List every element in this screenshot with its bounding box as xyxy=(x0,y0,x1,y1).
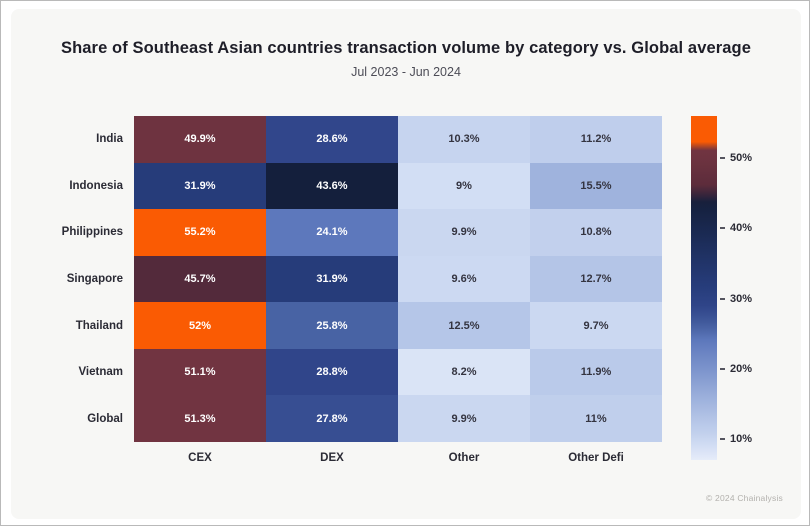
column-label-other: Other xyxy=(448,452,480,464)
colorbar-tick-label: 30% xyxy=(730,292,753,305)
column-label-cex: CEX xyxy=(188,452,212,464)
heatmap-cell: 9.9% xyxy=(398,209,530,256)
row-label-india: India xyxy=(96,133,123,146)
row-label-global: Global xyxy=(87,412,123,425)
heatmap-cell: 11% xyxy=(530,395,662,442)
heatmap-cell: 9.6% xyxy=(398,255,530,303)
heatmap-grid: 49.9% 28.6% 10.3% 11.2% 31.9% 43.6% 9% 15.5% 55.… xyxy=(134,116,662,442)
heatmap-cell: 25.8% xyxy=(266,302,398,349)
heatmap-cell: 52% xyxy=(134,302,266,349)
row-label-philippines: Philippines xyxy=(61,226,123,239)
row-label-thailand: Thailand xyxy=(75,319,123,332)
heatmap-cell: 12.7% xyxy=(530,255,662,303)
heatmap-cell: 55.2% xyxy=(134,209,266,256)
colorbar-tick-label: 20% xyxy=(730,362,753,375)
colorbar-tick-label: 40% xyxy=(730,222,753,235)
attribution-text: © 2024 Chainalysis xyxy=(706,493,783,503)
heatmap-cell: 9.9% xyxy=(398,395,530,442)
heatmap-cell: 9.7% xyxy=(530,302,662,349)
heatmap-cell: 12.5% xyxy=(398,302,530,349)
chart-subtitle: Jul 2023 - Jun 2024 xyxy=(351,65,461,79)
row-label-singapore: Singapore xyxy=(66,273,123,286)
heatmap-cell: 31.9% xyxy=(266,255,398,303)
chart-title: Share of Southeast Asian countries trans… xyxy=(61,39,751,57)
heatmap-cell: 27.8% xyxy=(266,395,398,442)
colorbar: 50% 40% 30% 20% 10% xyxy=(691,116,752,460)
heatmap-cell: 49.9% xyxy=(134,116,266,163)
heatmap-cell: 24.1% xyxy=(266,209,398,256)
row-label-indonesia: Indonesia xyxy=(69,179,123,192)
column-label-dex: DEX xyxy=(320,452,344,464)
colorbar-tick-mark xyxy=(720,157,725,160)
colorbar-tick-mark xyxy=(720,437,725,440)
colorbar-gradient xyxy=(691,116,717,460)
heatmap-cell: 28.8% xyxy=(266,348,398,396)
heatmap-cell: 45.7% xyxy=(134,255,266,303)
heatmap-column-labels: CEX DEX Other Other Defi xyxy=(134,449,662,467)
heatmap-cell: 10.8% xyxy=(530,209,662,256)
heatmap-cell: 8.2% xyxy=(398,348,530,396)
chart-card: Share of Southeast Asian countries trans… xyxy=(11,9,801,519)
colorbar-tick-mark xyxy=(720,227,725,230)
heatmap-cell: 28.6% xyxy=(266,116,398,163)
heatmap-cell: 11.9% xyxy=(530,348,662,396)
heatmap-cell: 51.1% xyxy=(134,348,266,396)
colorbar-tick-mark xyxy=(720,367,725,370)
column-label-other-defi: Other Defi xyxy=(568,452,624,464)
heatmap-cell: 15.5% xyxy=(530,162,662,210)
colorbar-tick-mark xyxy=(720,297,725,300)
heatmap-cell: 43.6% xyxy=(266,162,398,210)
row-label-vietnam: Vietnam xyxy=(78,366,123,379)
colorbar-tick-label: 50% xyxy=(730,152,753,165)
colorbar-tick-label: 10% xyxy=(730,432,753,445)
heatmap-cell: 31.9% xyxy=(134,162,266,210)
heatmap-cell: 9% xyxy=(398,162,530,210)
heatmap-cell: 10.3% xyxy=(398,116,530,163)
heatmap-cell: 11.2% xyxy=(530,116,662,163)
heatmap-cell: 51.3% xyxy=(134,395,266,442)
heatmap-row-labels: India Indonesia Philippines Singapore Thaila… xyxy=(31,116,123,442)
